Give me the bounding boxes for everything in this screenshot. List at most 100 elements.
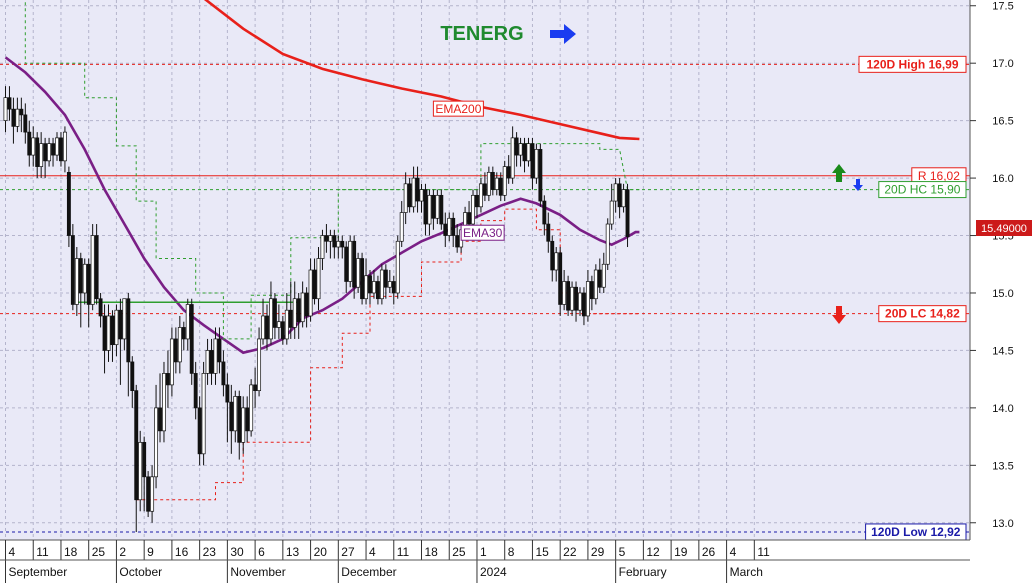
candle-body (332, 235, 337, 248)
series-line-ema30 (4, 56, 640, 355)
candle-body (150, 476, 155, 512)
candle-body (265, 315, 269, 340)
x-tick-label: 15 (535, 545, 549, 559)
candle-body (522, 143, 527, 162)
x-axis: 4 11 18 25 2 9 16 23 30 6 13 20 27 4 11 18 25 1 8 15 22 29 5 12… (0, 539, 970, 583)
candle-body (27, 131, 32, 156)
green-up-arrow-icon (832, 164, 846, 182)
candle-body (233, 396, 238, 432)
x-tick-label: 13 (286, 545, 300, 559)
candle-body (554, 252, 559, 271)
plot-area (0, 0, 970, 540)
x-tick-label: 22 (563, 545, 577, 559)
candle-body (308, 269, 313, 317)
last-price-tag: 15.49000 (976, 220, 1032, 236)
candle-body (138, 441, 143, 501)
candle-body (562, 281, 567, 305)
candle-body (162, 373, 166, 432)
candle-body (193, 373, 198, 409)
x-tick-label: 2 (119, 545, 126, 559)
candle-body (237, 396, 242, 443)
candle-body (122, 298, 127, 340)
candle-body (43, 143, 48, 162)
candle-body (312, 269, 317, 300)
x-tick-label: 16 (175, 545, 189, 559)
candle-body (47, 143, 52, 162)
candle-body (372, 281, 376, 294)
x-tick-label: 4 (730, 545, 737, 559)
candle-body (70, 235, 75, 305)
candle-body (62, 131, 67, 162)
candle-body (530, 143, 535, 179)
series-line-ema200 (203, 0, 640, 141)
candle-body (364, 275, 368, 300)
candle-body (241, 407, 246, 443)
month-label: November (230, 565, 285, 579)
candle-body (229, 401, 234, 432)
candle-body (201, 373, 206, 455)
candle-body (375, 281, 380, 300)
month-label: March (730, 565, 763, 579)
candle-body (613, 183, 618, 202)
candle-body (455, 235, 460, 248)
candle-body (158, 407, 162, 432)
candle-body (566, 281, 571, 311)
x-tick-label: 18 (425, 545, 439, 559)
level-label: 20D LC 14,82 (885, 307, 960, 321)
candle-body (490, 171, 495, 190)
candle-body (387, 281, 392, 288)
candle-body (589, 281, 594, 300)
month-label: 2024 (480, 565, 507, 579)
candle-body (578, 292, 582, 311)
candle-body (292, 298, 297, 328)
candle-body (59, 137, 63, 162)
x-tick-label: 30 (230, 545, 244, 559)
candle-body (621, 189, 626, 208)
candle-body (471, 194, 475, 225)
candle-body (177, 327, 182, 363)
candle-body (284, 309, 289, 340)
candle-body (356, 258, 361, 288)
candle-body (427, 194, 432, 225)
candle-body (94, 235, 99, 300)
candle-body (546, 223, 551, 242)
candle-body (23, 114, 28, 133)
candle-body (165, 373, 170, 386)
candle-body (189, 304, 194, 374)
y-tick-label: 16.0 (992, 173, 1013, 185)
candle-body (272, 298, 277, 328)
candle-body (443, 223, 448, 236)
y-tick-label: 14.0 (992, 403, 1013, 415)
candle-body (585, 281, 590, 317)
candle-body (451, 217, 456, 236)
candle-body (423, 189, 428, 225)
candle-body (574, 286, 578, 311)
candle-body (348, 240, 353, 282)
candle-body (328, 235, 333, 242)
candle-body (245, 407, 250, 432)
candle-body (205, 350, 210, 374)
candle-body (368, 275, 372, 294)
candle-body (550, 240, 555, 271)
candle-body (514, 137, 519, 156)
x-tick-label: 4 (9, 545, 16, 559)
candle-body (142, 441, 147, 478)
candle-body (74, 258, 79, 305)
candle-body (126, 298, 131, 363)
x-tick-label: 11 (397, 545, 410, 559)
candle-body (570, 286, 575, 311)
candle-body (304, 292, 309, 317)
x-tick-label: 27 (341, 545, 355, 559)
y-tick-label: 16.5 (992, 116, 1013, 128)
candle-body (15, 108, 20, 127)
candle-body (558, 252, 563, 305)
candle-body (534, 149, 539, 179)
series-line-20d-hc (24, 0, 640, 340)
candle-body (261, 315, 265, 340)
x-tick-label: 1 (480, 545, 487, 559)
candle-body (209, 350, 214, 374)
candle-body (173, 338, 178, 363)
candle-body (605, 223, 610, 265)
